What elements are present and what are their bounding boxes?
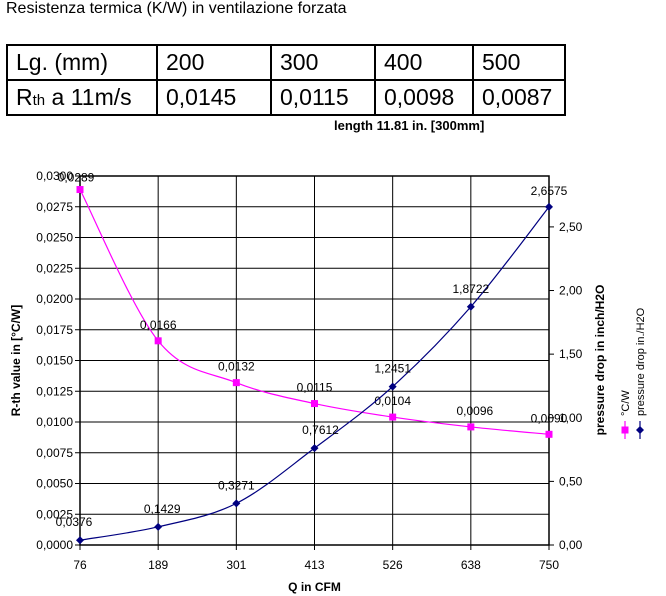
series-point xyxy=(467,423,475,431)
y-left-tick-label: 0,0050 xyxy=(36,477,73,491)
table-row-rth: Rth a 11m/s 0,0145 0,0115 0,0098 0,0087 xyxy=(6,79,566,116)
series-point xyxy=(76,536,84,545)
y-left-tick-label: 0,0100 xyxy=(36,415,73,429)
series-point xyxy=(232,379,240,387)
series-point xyxy=(154,522,163,531)
legend-label: °C/W xyxy=(620,390,632,416)
series-point xyxy=(389,413,397,421)
legend-label: pressure drop in./H2O xyxy=(635,307,647,416)
y-right-tick-label: 2,50 xyxy=(559,220,583,234)
data-label: 0,0115 xyxy=(297,381,333,395)
y-right-tick-label: 0,50 xyxy=(559,474,583,488)
series-point xyxy=(154,337,162,345)
y-left-tick-label: 0,0025 xyxy=(36,507,73,521)
legend-marker xyxy=(621,426,629,434)
series-point xyxy=(545,202,553,211)
x-axis-title: Q in CFM xyxy=(288,580,341,594)
data-label: 0,3271 xyxy=(218,478,255,492)
data-label: 0,0096 xyxy=(456,404,493,418)
y-right-axis-title: pressure drop in inch/H2O xyxy=(593,285,607,436)
y-right-tick-label: 1,00 xyxy=(559,411,583,425)
data-label: 1,2451 xyxy=(374,362,411,376)
y-left-tick-label: 0,0075 xyxy=(36,446,73,460)
y-left-tick-label: 0,0300 xyxy=(36,169,73,183)
table-length-cell: 300 xyxy=(270,44,376,81)
x-tick-label: 189 xyxy=(148,558,168,572)
x-tick-label: 76 xyxy=(73,558,87,572)
rth-subscript: th xyxy=(32,92,46,109)
y-right-tick-label: 1,50 xyxy=(559,347,583,361)
data-label: 2,6575 xyxy=(531,184,568,198)
page-heading: Resistenza termica (K/W) in ventilazione… xyxy=(6,0,347,17)
y-right-tick-label: 0,00 xyxy=(559,538,583,552)
x-tick-label: 413 xyxy=(304,558,324,572)
y-left-tick-label: 0,0000 xyxy=(36,538,73,552)
series-point xyxy=(545,430,553,438)
data-label: 0,0289 xyxy=(58,171,95,185)
data-label: 0,0376 xyxy=(56,515,93,529)
series-point xyxy=(466,302,475,311)
table-rth-value: 0,0087 xyxy=(472,79,566,116)
data-label: 0,1429 xyxy=(144,502,181,516)
data-label: 1,8722 xyxy=(452,282,489,296)
x-tick-label: 638 xyxy=(461,558,481,572)
table-rth-value: 0,0098 xyxy=(374,79,474,116)
y-left-tick-label: 0,0125 xyxy=(36,384,73,398)
rth-symbol: R xyxy=(16,84,33,110)
y-left-tick-label: 0,0175 xyxy=(36,323,73,337)
table-length-cell: 200 xyxy=(156,44,272,81)
y-left-tick-label: 0,0250 xyxy=(36,231,73,245)
series-point xyxy=(76,186,84,194)
table-row-lengths: Lg. (mm) 200 300 400 500 xyxy=(6,44,566,81)
y-left-tick-label: 0,0275 xyxy=(36,200,73,214)
x-tick-label: 750 xyxy=(539,558,559,572)
table-rth-value: 0,0115 xyxy=(270,79,376,116)
chart-title: length 11.81 in. [300mm] xyxy=(334,118,485,133)
series-point xyxy=(310,444,319,453)
series-point xyxy=(388,382,397,391)
table-length-cell: 400 xyxy=(374,44,474,81)
series-point xyxy=(311,400,318,408)
y-left-tick-label: 0,0150 xyxy=(36,354,73,368)
y-left-axis-title: R-th value in [°C/W] xyxy=(9,305,23,416)
y-left-tick-label: 0,0200 xyxy=(36,292,73,306)
table-rth-label: Rth a 11m/s xyxy=(6,79,158,116)
data-label: 0,7612 xyxy=(302,423,339,437)
table-rth-value: 0,0145 xyxy=(156,79,272,116)
table-header-label: Lg. (mm) xyxy=(6,44,158,81)
data-label: 0,0166 xyxy=(140,318,177,332)
x-tick-label: 301 xyxy=(226,558,246,572)
thermal-resistance-table: Lg. (mm) 200 300 400 500 Rth a 11m/s 0,0… xyxy=(6,44,566,116)
table-length-cell: 500 xyxy=(472,44,566,81)
legend-marker xyxy=(636,426,644,434)
data-label: 0,0090 xyxy=(531,411,568,425)
rth-condition: a 11m/s xyxy=(45,84,132,110)
y-left-tick-label: 0,0225 xyxy=(36,261,73,275)
series-point xyxy=(232,499,241,508)
data-label: 0,0132 xyxy=(218,360,255,374)
x-tick-label: 526 xyxy=(383,558,403,572)
y-right-tick-label: 2,00 xyxy=(559,284,583,298)
data-label: 0,0104 xyxy=(374,394,411,408)
